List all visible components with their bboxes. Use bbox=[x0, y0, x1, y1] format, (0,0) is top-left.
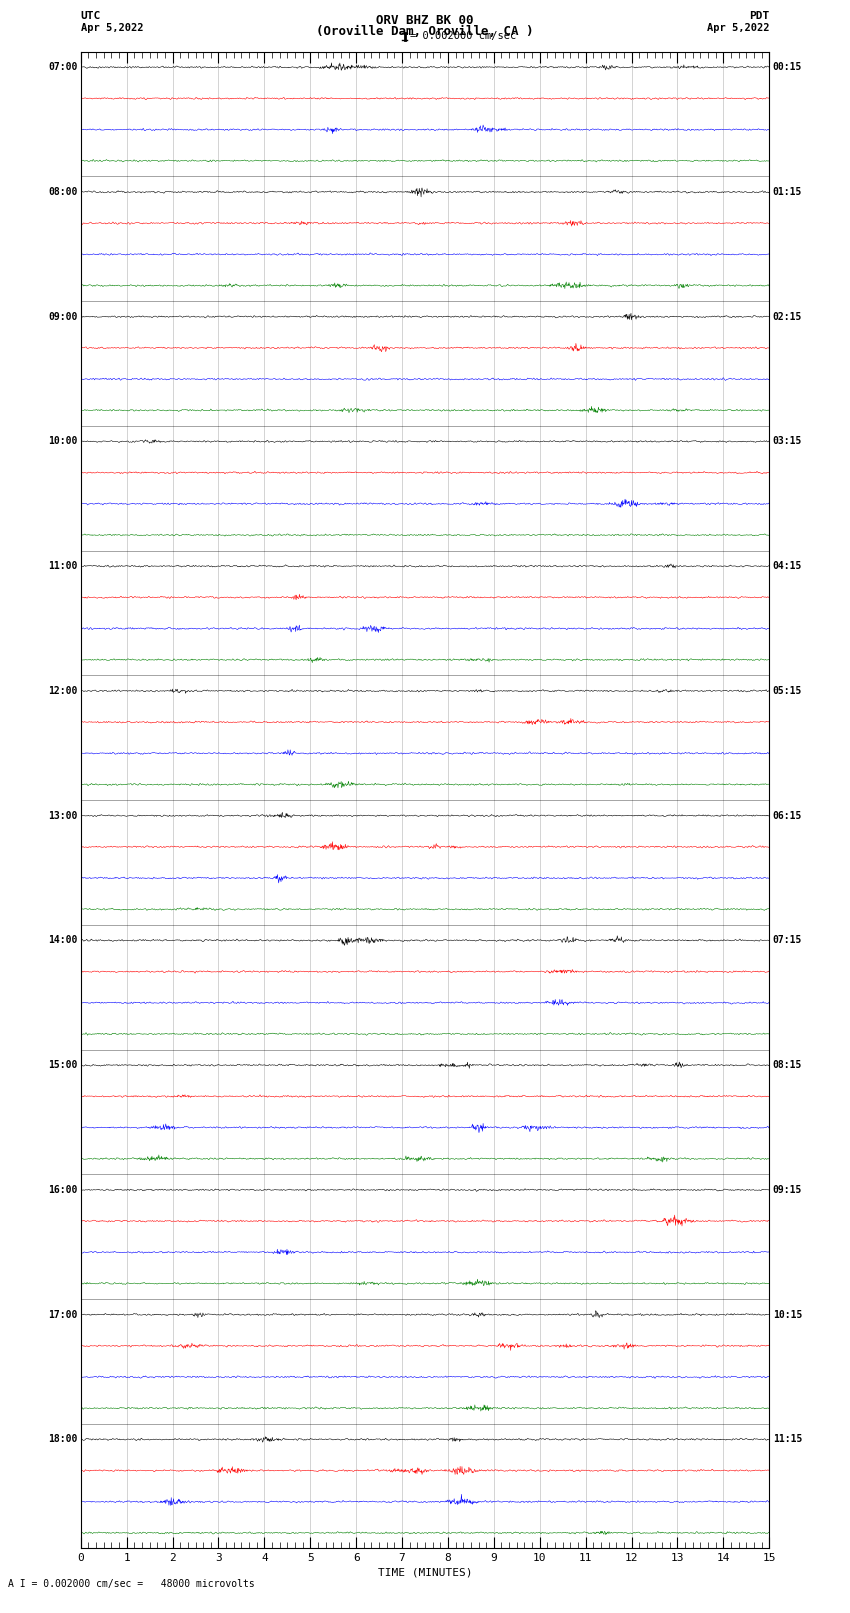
Text: 11:00: 11:00 bbox=[48, 561, 77, 571]
Text: 03:15: 03:15 bbox=[773, 437, 802, 447]
Text: 14:00: 14:00 bbox=[48, 936, 77, 945]
Text: 10:15: 10:15 bbox=[773, 1310, 802, 1319]
Text: 08:00: 08:00 bbox=[48, 187, 77, 197]
Text: 00:15: 00:15 bbox=[773, 63, 802, 73]
Text: 07:00: 07:00 bbox=[48, 63, 77, 73]
Text: 13:00: 13:00 bbox=[48, 811, 77, 821]
Text: A I = 0.002000 cm/sec =   48000 microvolts: A I = 0.002000 cm/sec = 48000 microvolts bbox=[8, 1579, 255, 1589]
Text: 09:00: 09:00 bbox=[48, 311, 77, 321]
Text: Apr 5,2022: Apr 5,2022 bbox=[706, 23, 769, 32]
Text: 06:15: 06:15 bbox=[773, 811, 802, 821]
Text: (Oroville Dam, Oroville, CA ): (Oroville Dam, Oroville, CA ) bbox=[316, 24, 534, 39]
Text: Apr 5,2022: Apr 5,2022 bbox=[81, 23, 144, 32]
Text: 04:15: 04:15 bbox=[773, 561, 802, 571]
Text: 16:00: 16:00 bbox=[48, 1186, 77, 1195]
Text: 07:15: 07:15 bbox=[773, 936, 802, 945]
Text: ORV BHZ BK 00: ORV BHZ BK 00 bbox=[377, 13, 473, 27]
Text: 18:00: 18:00 bbox=[48, 1434, 77, 1444]
Text: PDT: PDT bbox=[749, 11, 769, 21]
Text: 02:15: 02:15 bbox=[773, 311, 802, 321]
Text: 12:00: 12:00 bbox=[48, 686, 77, 695]
Text: 09:15: 09:15 bbox=[773, 1186, 802, 1195]
Text: 17:00: 17:00 bbox=[48, 1310, 77, 1319]
Text: 10:00: 10:00 bbox=[48, 437, 77, 447]
Text: = 0.002000 cm/sec: = 0.002000 cm/sec bbox=[410, 31, 516, 42]
Text: 15:00: 15:00 bbox=[48, 1060, 77, 1069]
Text: 08:15: 08:15 bbox=[773, 1060, 802, 1069]
Text: 11:15: 11:15 bbox=[773, 1434, 802, 1444]
Text: 01:15: 01:15 bbox=[773, 187, 802, 197]
X-axis label: TIME (MINUTES): TIME (MINUTES) bbox=[377, 1568, 473, 1578]
Text: UTC: UTC bbox=[81, 11, 101, 21]
Text: 05:15: 05:15 bbox=[773, 686, 802, 695]
